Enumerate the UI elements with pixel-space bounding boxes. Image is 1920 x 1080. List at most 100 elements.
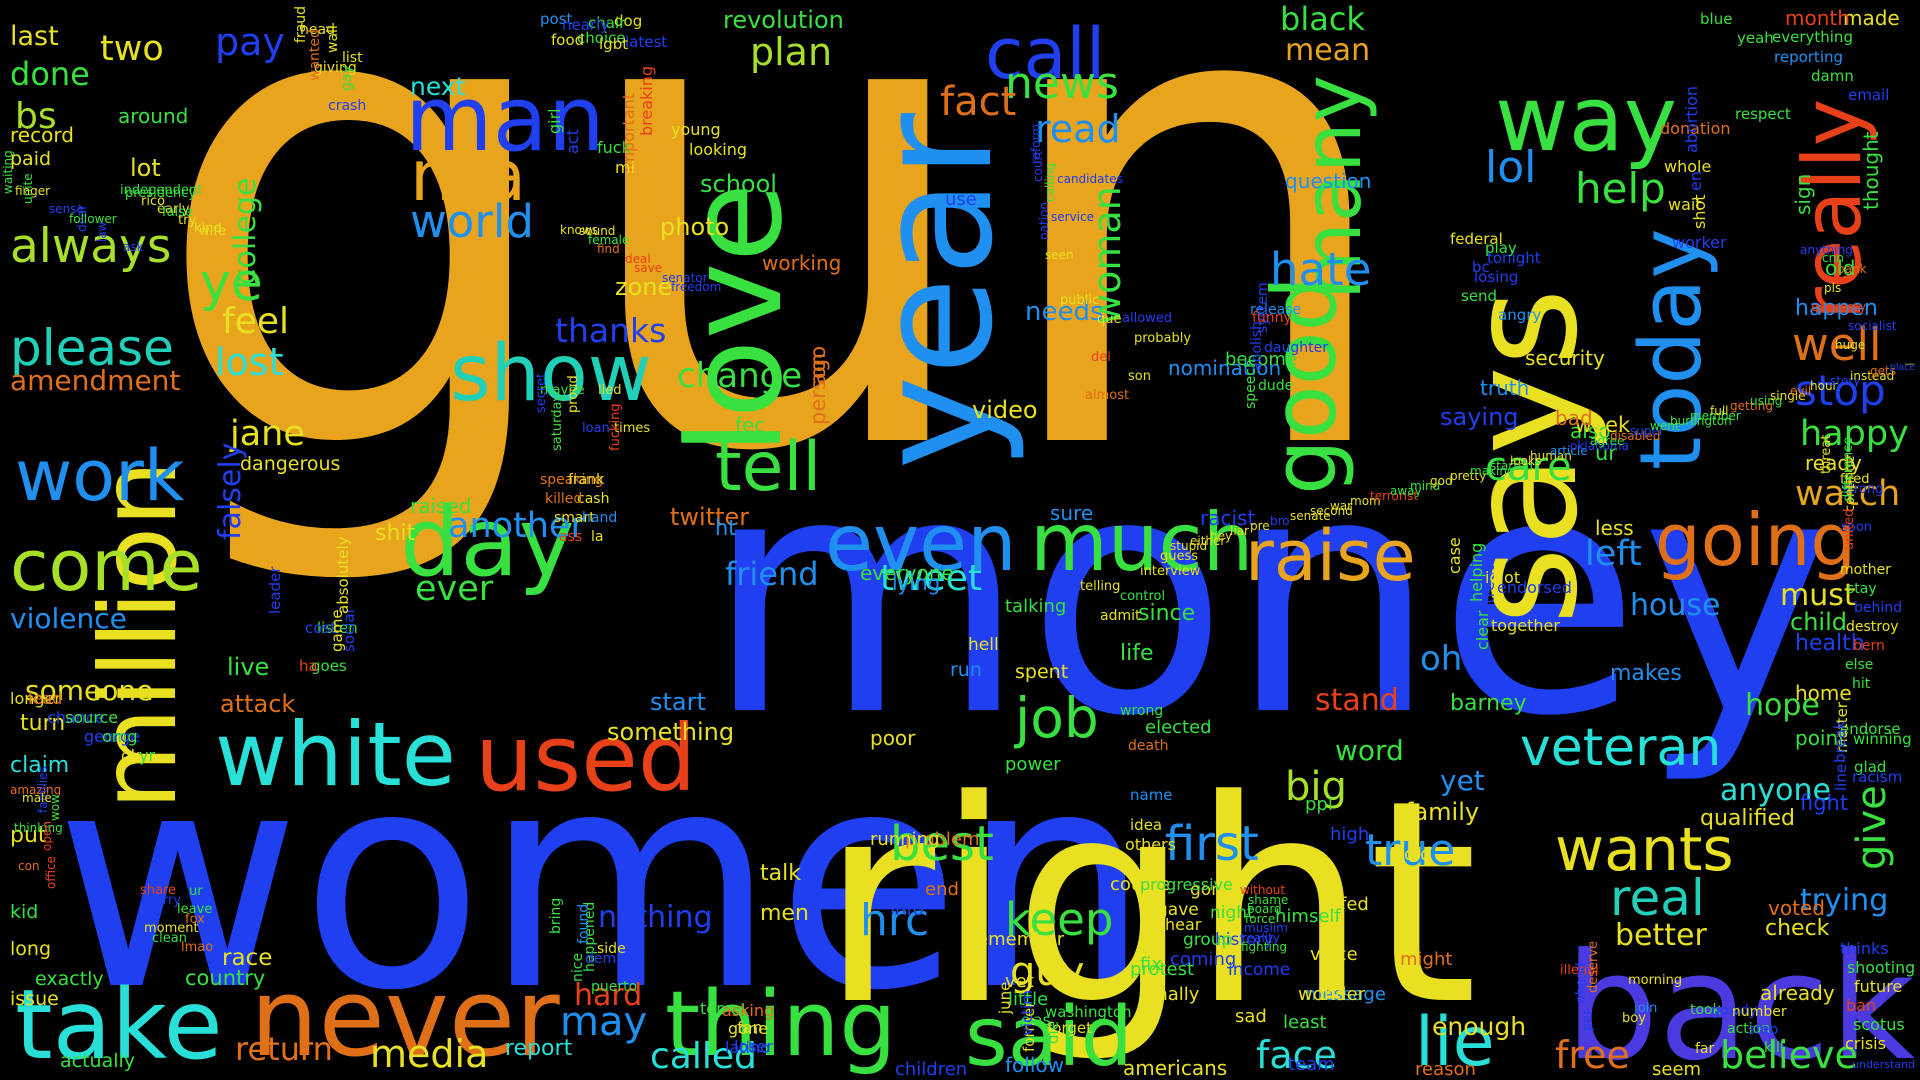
word-law: law xyxy=(95,221,109,242)
word-post: post xyxy=(540,10,573,28)
word-shot: shot xyxy=(1690,194,1709,229)
word-god: god xyxy=(1430,474,1453,488)
word-fighting: fighting xyxy=(1241,940,1287,954)
word-full: full xyxy=(1710,404,1729,418)
word-wrong: wrong xyxy=(1120,703,1163,719)
word-well: well xyxy=(1792,318,1882,371)
word-times: times xyxy=(614,421,650,436)
word-mean: mean xyxy=(1285,33,1370,68)
word-list: list xyxy=(342,50,363,66)
word-vet: vet xyxy=(1005,971,1034,992)
word-force: force xyxy=(1245,912,1275,926)
word-anything: anything xyxy=(1800,243,1853,257)
word-idea: idea xyxy=(1130,816,1162,834)
word-end: end xyxy=(925,879,959,900)
word-probably: probably xyxy=(1134,331,1191,346)
word-big: big xyxy=(1285,764,1347,810)
word-around: around xyxy=(118,104,188,128)
word-give: give xyxy=(1849,785,1895,870)
word-elected: elected xyxy=(1145,717,1212,738)
word-believe: believe xyxy=(1720,1033,1858,1077)
word-fed: fed xyxy=(1340,894,1369,915)
word-hope: hope xyxy=(1745,688,1820,723)
word-wonder: wonder xyxy=(1298,984,1366,1005)
word-bad: bad xyxy=(1555,406,1593,430)
word-feel: feel xyxy=(222,301,289,342)
word-allowed: allowed xyxy=(1122,311,1172,326)
word-someone: someone xyxy=(25,674,153,707)
word-losing: losing xyxy=(1474,268,1518,286)
word-run: run xyxy=(950,659,982,681)
word-fucking: fucking xyxy=(608,403,623,451)
word-today: today xyxy=(1622,228,1721,470)
word-george: george xyxy=(84,727,140,746)
word-dangerous: dangerous xyxy=(240,453,340,475)
word-cost: cost xyxy=(305,619,336,637)
word-office: office xyxy=(44,856,58,889)
word-many: many xyxy=(1286,75,1379,300)
word-day: day xyxy=(400,488,575,598)
word-reason: reason xyxy=(1415,1059,1476,1080)
word-top: top xyxy=(700,999,726,1018)
word-leave: leave xyxy=(177,902,212,917)
word-funny: funny xyxy=(1252,310,1292,326)
word-veteran: veteran xyxy=(1520,718,1721,778)
word-actually: actually xyxy=(60,1050,135,1072)
word-chair: chair xyxy=(588,14,626,32)
word-senate: senate xyxy=(1290,509,1331,523)
word-americans: americans xyxy=(1123,1056,1227,1080)
word-secret: secret xyxy=(534,373,549,413)
word-latino: latino xyxy=(725,1038,770,1057)
word-illegal: illegal xyxy=(1560,963,1599,978)
word-looking: looking xyxy=(689,140,747,159)
word-health: health xyxy=(1795,631,1865,656)
word-gowdy: gowdy xyxy=(1711,1003,1757,1019)
word-human: human xyxy=(1530,449,1572,463)
word-lied: lied xyxy=(598,383,621,398)
word-endorse: endorse xyxy=(1840,720,1901,738)
word-back: back xyxy=(1565,921,1915,1080)
word-knows: knows xyxy=(560,223,598,237)
word-ever: ever xyxy=(415,569,494,609)
word-nomination: nomination xyxy=(1168,356,1281,380)
word-saturday: saturday xyxy=(550,394,565,451)
word-either: either xyxy=(1190,534,1225,548)
word-war: war xyxy=(1330,499,1352,513)
word-shit: shit xyxy=(375,521,416,546)
word-best: best xyxy=(890,816,994,872)
word-en: en xyxy=(1686,171,1705,191)
word-food: food xyxy=(551,31,584,49)
word-almost: almost xyxy=(1085,388,1129,403)
word-lead: lead xyxy=(28,689,62,708)
word-hrc: hrc xyxy=(860,895,929,946)
word-threat: threat xyxy=(1819,435,1834,474)
word-die: die xyxy=(1044,1021,1062,1044)
word-says: says xyxy=(1437,288,1611,625)
word-call: call xyxy=(985,13,1105,95)
word-destroy: destroy xyxy=(1846,619,1899,635)
word-jane: jane xyxy=(229,414,305,454)
word-started: started xyxy=(1490,459,1533,473)
word-right: right xyxy=(820,741,1478,1067)
word-gets: gets xyxy=(1870,364,1896,378)
word-longer: longer xyxy=(10,689,61,708)
word-love: love xyxy=(659,182,811,455)
word-care: care xyxy=(1485,444,1572,490)
word-super: super xyxy=(1630,424,1664,438)
word-tell: tell xyxy=(715,428,821,507)
word-poor: poor xyxy=(870,726,916,750)
word-become: become xyxy=(1225,349,1297,370)
word-clas: clas xyxy=(1021,1011,1051,1029)
word-never: never xyxy=(250,956,560,1080)
word-clean: clean xyxy=(152,931,187,946)
word-thing: thing xyxy=(665,972,897,1077)
word-thinks: thinks xyxy=(1840,939,1889,958)
word-tonight: tonight xyxy=(1487,249,1541,267)
word-second: second xyxy=(1310,504,1353,518)
word-nothing: nothing xyxy=(598,900,713,935)
word-break: break xyxy=(1831,720,1849,763)
word-raise: raise xyxy=(1245,515,1416,597)
word-matter: matter xyxy=(1833,701,1851,753)
word-ago: ago xyxy=(806,346,830,385)
word-mom: mom xyxy=(1350,494,1381,508)
